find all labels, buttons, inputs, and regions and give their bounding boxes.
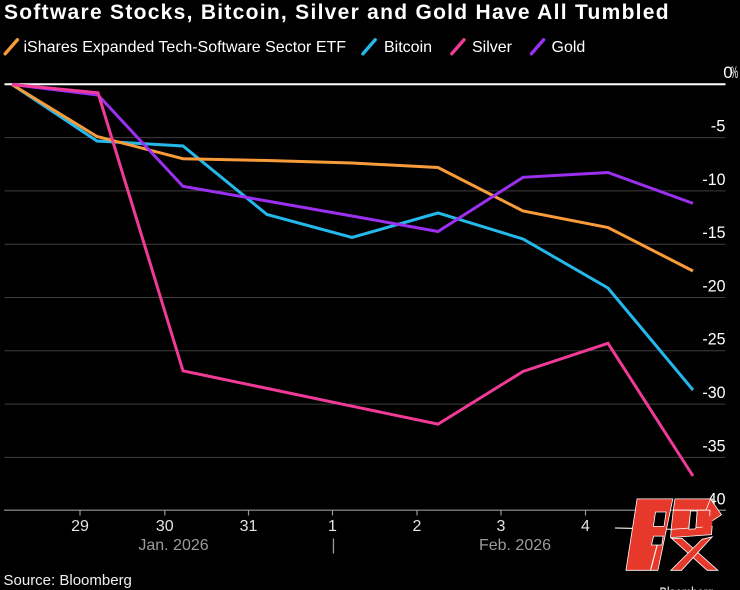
svg-text:1: 1 — [328, 518, 337, 535]
svg-text:Source: Bloomberg: Source: Bloomberg — [4, 572, 132, 589]
svg-text:2: 2 — [413, 518, 422, 535]
svg-text:29: 29 — [71, 518, 89, 535]
svg-text:0: 0 — [723, 63, 732, 82]
svg-text:Bloomberg: Bloomberg — [660, 585, 714, 590]
svg-text:Silver: Silver — [472, 39, 513, 56]
svg-text:30: 30 — [156, 518, 174, 535]
svg-text:3: 3 — [497, 518, 506, 535]
svg-text:-35: -35 — [702, 436, 725, 455]
svg-text:-15: -15 — [702, 223, 725, 242]
svg-text:Feb. 2026: Feb. 2026 — [479, 537, 551, 554]
svg-text:-30: -30 — [702, 383, 725, 402]
svg-text:-20: -20 — [702, 276, 725, 295]
svg-text:-5: -5 — [711, 117, 726, 136]
svg-text:-25: -25 — [702, 330, 725, 349]
svg-text:-10: -10 — [702, 170, 725, 189]
svg-text:%: % — [731, 63, 739, 82]
svg-text:iShares Expanded Tech-Software: iShares Expanded Tech-Software Sector ET… — [24, 39, 347, 56]
svg-text:Gold: Gold — [552, 39, 586, 56]
svg-text:4: 4 — [581, 518, 590, 535]
svg-text:Jan. 2026: Jan. 2026 — [138, 537, 208, 554]
svg-text:|: | — [331, 537, 335, 554]
svg-text:31: 31 — [240, 518, 258, 535]
svg-text:Bitcoin: Bitcoin — [384, 39, 432, 56]
